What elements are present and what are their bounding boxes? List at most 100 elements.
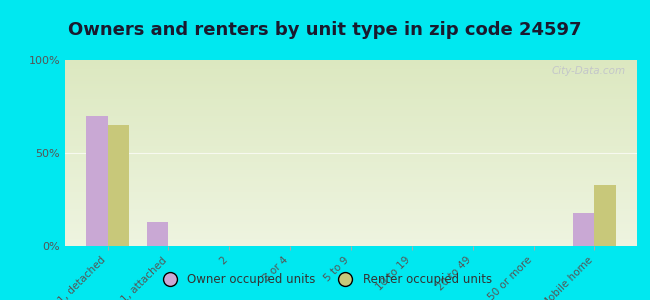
Bar xyxy=(65,6,637,192)
Text: City-Data.com: City-Data.com xyxy=(551,66,625,76)
Bar xyxy=(65,0,637,77)
Bar xyxy=(65,0,637,175)
Bar xyxy=(65,4,637,190)
Bar xyxy=(65,15,637,201)
Bar xyxy=(65,0,637,162)
Bar xyxy=(65,23,637,209)
Bar xyxy=(65,0,637,122)
Bar xyxy=(65,0,637,64)
Bar xyxy=(65,0,637,123)
Bar xyxy=(65,0,637,155)
Bar xyxy=(65,0,637,84)
Bar xyxy=(65,25,637,211)
Bar xyxy=(65,49,637,235)
Bar xyxy=(65,12,637,198)
Bar xyxy=(65,0,637,179)
Bar xyxy=(65,0,637,153)
Bar xyxy=(65,19,637,205)
Bar xyxy=(65,0,637,184)
Bar xyxy=(65,0,637,173)
Bar xyxy=(65,0,637,80)
Bar xyxy=(65,0,637,134)
Bar xyxy=(65,0,637,183)
Bar xyxy=(65,0,637,138)
Legend: Owner occupied units, Renter occupied units: Owner occupied units, Renter occupied un… xyxy=(153,269,497,291)
Bar xyxy=(65,0,637,125)
Bar xyxy=(65,0,637,90)
Bar xyxy=(65,0,637,62)
Bar xyxy=(65,28,637,214)
Bar xyxy=(65,43,637,229)
Bar xyxy=(65,0,637,88)
Bar xyxy=(65,21,637,207)
Bar xyxy=(65,1,637,187)
Bar xyxy=(65,0,637,108)
Bar xyxy=(65,0,637,94)
Bar xyxy=(65,45,637,231)
Bar xyxy=(65,0,637,144)
Bar xyxy=(65,2,637,188)
Bar xyxy=(65,0,637,118)
Bar xyxy=(65,0,637,79)
Bar xyxy=(65,0,637,140)
Bar xyxy=(65,0,637,69)
Bar xyxy=(65,0,637,168)
Bar xyxy=(65,0,637,116)
Bar xyxy=(65,0,637,68)
Bar xyxy=(65,54,637,240)
Bar xyxy=(65,17,637,203)
Bar xyxy=(147,222,168,246)
Bar xyxy=(65,0,637,105)
Bar xyxy=(65,0,637,160)
Bar xyxy=(65,0,637,159)
Bar xyxy=(65,0,637,147)
Bar xyxy=(65,0,637,149)
Bar xyxy=(65,51,637,237)
Bar xyxy=(65,0,637,172)
Bar xyxy=(65,40,637,226)
Bar xyxy=(65,0,637,151)
Bar xyxy=(65,0,637,82)
Bar xyxy=(65,0,637,75)
Bar xyxy=(65,0,637,157)
Bar xyxy=(108,125,129,246)
Bar xyxy=(573,212,594,246)
Bar xyxy=(65,38,637,224)
Bar xyxy=(65,0,637,106)
Bar xyxy=(65,0,637,110)
Bar xyxy=(65,0,637,92)
Bar xyxy=(65,0,637,177)
Bar xyxy=(65,26,637,212)
Bar xyxy=(65,0,637,142)
Bar xyxy=(65,47,637,233)
Bar xyxy=(65,0,637,181)
Bar xyxy=(65,0,637,133)
Bar xyxy=(65,0,637,136)
Bar xyxy=(65,0,637,127)
Bar xyxy=(65,0,637,129)
Bar xyxy=(65,0,637,86)
Bar xyxy=(65,0,637,73)
Bar xyxy=(65,8,637,194)
Text: Owners and renters by unit type in zip code 24597: Owners and renters by unit type in zip c… xyxy=(68,21,582,39)
Bar xyxy=(65,0,637,66)
Bar xyxy=(65,60,637,246)
Bar xyxy=(65,0,637,95)
Bar xyxy=(65,58,637,244)
Bar xyxy=(65,30,637,216)
Bar xyxy=(65,32,637,218)
Bar xyxy=(65,56,637,242)
Bar xyxy=(65,0,637,97)
Bar xyxy=(65,0,637,112)
Bar xyxy=(65,0,637,170)
Bar xyxy=(65,34,637,220)
Bar xyxy=(65,0,637,164)
Bar xyxy=(65,0,637,103)
Bar xyxy=(65,0,637,71)
Bar xyxy=(594,184,616,246)
Bar xyxy=(65,36,637,222)
Bar xyxy=(65,52,637,239)
Bar xyxy=(65,41,637,227)
Bar xyxy=(65,0,637,166)
Bar xyxy=(65,10,637,196)
